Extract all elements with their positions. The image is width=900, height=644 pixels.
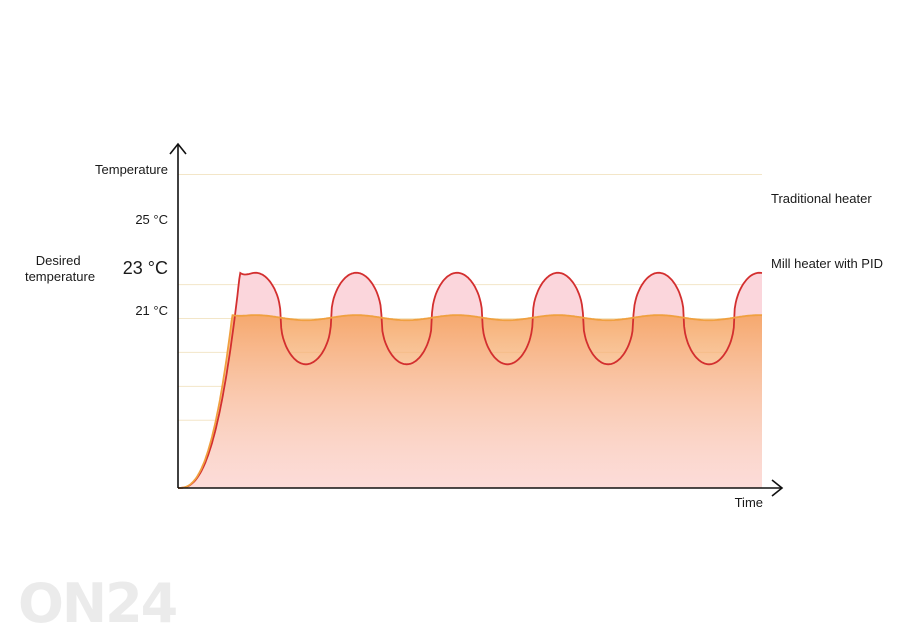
series-label-pid: Mill heater with PID xyxy=(771,256,883,271)
traditional-heater-line xyxy=(178,271,763,489)
desired-temperature-label: Desired temperature xyxy=(25,253,95,284)
y-tick-21: 21 °C xyxy=(135,303,168,318)
on24-logo-watermark: ON24 xyxy=(18,572,178,635)
y-axis-label: Temperature xyxy=(95,162,168,177)
pid-heater-fill xyxy=(178,315,762,488)
x-axis-arrow xyxy=(771,479,784,497)
y-tick-25: 25 °C xyxy=(135,212,168,227)
y-tick-23: 23 °C xyxy=(123,258,168,278)
x-axis-label: Time xyxy=(735,495,763,510)
series-label-traditional: Traditional heater xyxy=(771,191,872,206)
y-axis-arrow xyxy=(169,142,187,155)
pid-heater-line xyxy=(178,314,763,489)
